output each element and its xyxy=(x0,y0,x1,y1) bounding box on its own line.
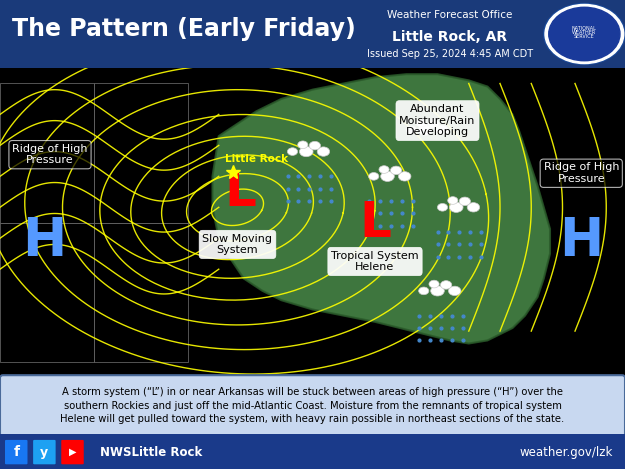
Text: Issued Sep 25, 2024 4:45 AM CDT: Issued Sep 25, 2024 4:45 AM CDT xyxy=(367,49,533,59)
Text: L: L xyxy=(225,168,257,216)
Text: Little Rock, AR: Little Rock, AR xyxy=(392,30,508,45)
Circle shape xyxy=(416,119,427,127)
Circle shape xyxy=(431,286,444,296)
Text: Ridge of High
Pressure: Ridge of High Pressure xyxy=(12,144,88,166)
Text: y: y xyxy=(40,446,48,459)
Text: Tropical System
Helene: Tropical System Helene xyxy=(331,250,419,272)
Circle shape xyxy=(309,141,321,150)
Circle shape xyxy=(318,147,329,156)
Text: Abundant
Moisture/Rain
Developing: Abundant Moisture/Rain Developing xyxy=(399,104,476,137)
Circle shape xyxy=(459,197,471,205)
Text: SERVICE: SERVICE xyxy=(574,34,595,39)
Text: WEATHER: WEATHER xyxy=(572,30,596,35)
FancyBboxPatch shape xyxy=(0,0,625,68)
FancyBboxPatch shape xyxy=(33,440,56,464)
Circle shape xyxy=(428,120,439,128)
Text: The Pattern (Early Friday): The Pattern (Early Friday) xyxy=(12,17,356,41)
Bar xyxy=(0,68,625,378)
Text: Little Rock: Little Rock xyxy=(225,154,288,164)
FancyBboxPatch shape xyxy=(5,440,28,464)
Circle shape xyxy=(381,171,394,182)
FancyBboxPatch shape xyxy=(0,434,625,469)
Text: Slow Moving
System: Slow Moving System xyxy=(202,234,272,255)
Text: L: L xyxy=(359,199,391,247)
Circle shape xyxy=(449,286,461,295)
Text: NATIONAL: NATIONAL xyxy=(572,26,597,31)
Text: H: H xyxy=(22,215,66,267)
Circle shape xyxy=(288,148,298,155)
Circle shape xyxy=(299,146,313,157)
Circle shape xyxy=(544,4,625,65)
Circle shape xyxy=(468,203,479,212)
Circle shape xyxy=(436,125,448,135)
Text: weather.gov/lzk: weather.gov/lzk xyxy=(519,446,612,459)
Circle shape xyxy=(441,280,452,289)
Text: f: f xyxy=(13,445,19,459)
Text: A storm system (“L”) in or near Arkansas will be stuck between areas of high pre: A storm system (“L”) in or near Arkansas… xyxy=(61,387,564,424)
Circle shape xyxy=(438,204,448,211)
Circle shape xyxy=(399,172,411,181)
Bar xyxy=(94,223,188,362)
Circle shape xyxy=(419,287,429,295)
Text: Weather Forecast Office: Weather Forecast Office xyxy=(388,10,512,20)
Circle shape xyxy=(429,280,439,288)
Circle shape xyxy=(418,125,432,135)
Bar xyxy=(94,83,188,223)
Circle shape xyxy=(549,7,620,61)
Circle shape xyxy=(391,166,402,174)
FancyBboxPatch shape xyxy=(0,375,625,436)
FancyBboxPatch shape xyxy=(61,440,84,464)
Circle shape xyxy=(448,197,458,204)
Circle shape xyxy=(406,126,416,134)
Circle shape xyxy=(369,173,379,180)
Text: NWSLittle Rock: NWSLittle Rock xyxy=(100,446,202,459)
Polygon shape xyxy=(213,74,550,343)
Circle shape xyxy=(298,141,308,149)
Bar xyxy=(0,83,94,223)
Text: ▶: ▶ xyxy=(69,447,76,457)
Circle shape xyxy=(379,166,389,174)
Circle shape xyxy=(545,5,624,64)
Text: H: H xyxy=(559,215,603,267)
Text: Ridge of High
Pressure: Ridge of High Pressure xyxy=(544,162,619,184)
Circle shape xyxy=(449,202,463,212)
Bar xyxy=(0,223,94,362)
